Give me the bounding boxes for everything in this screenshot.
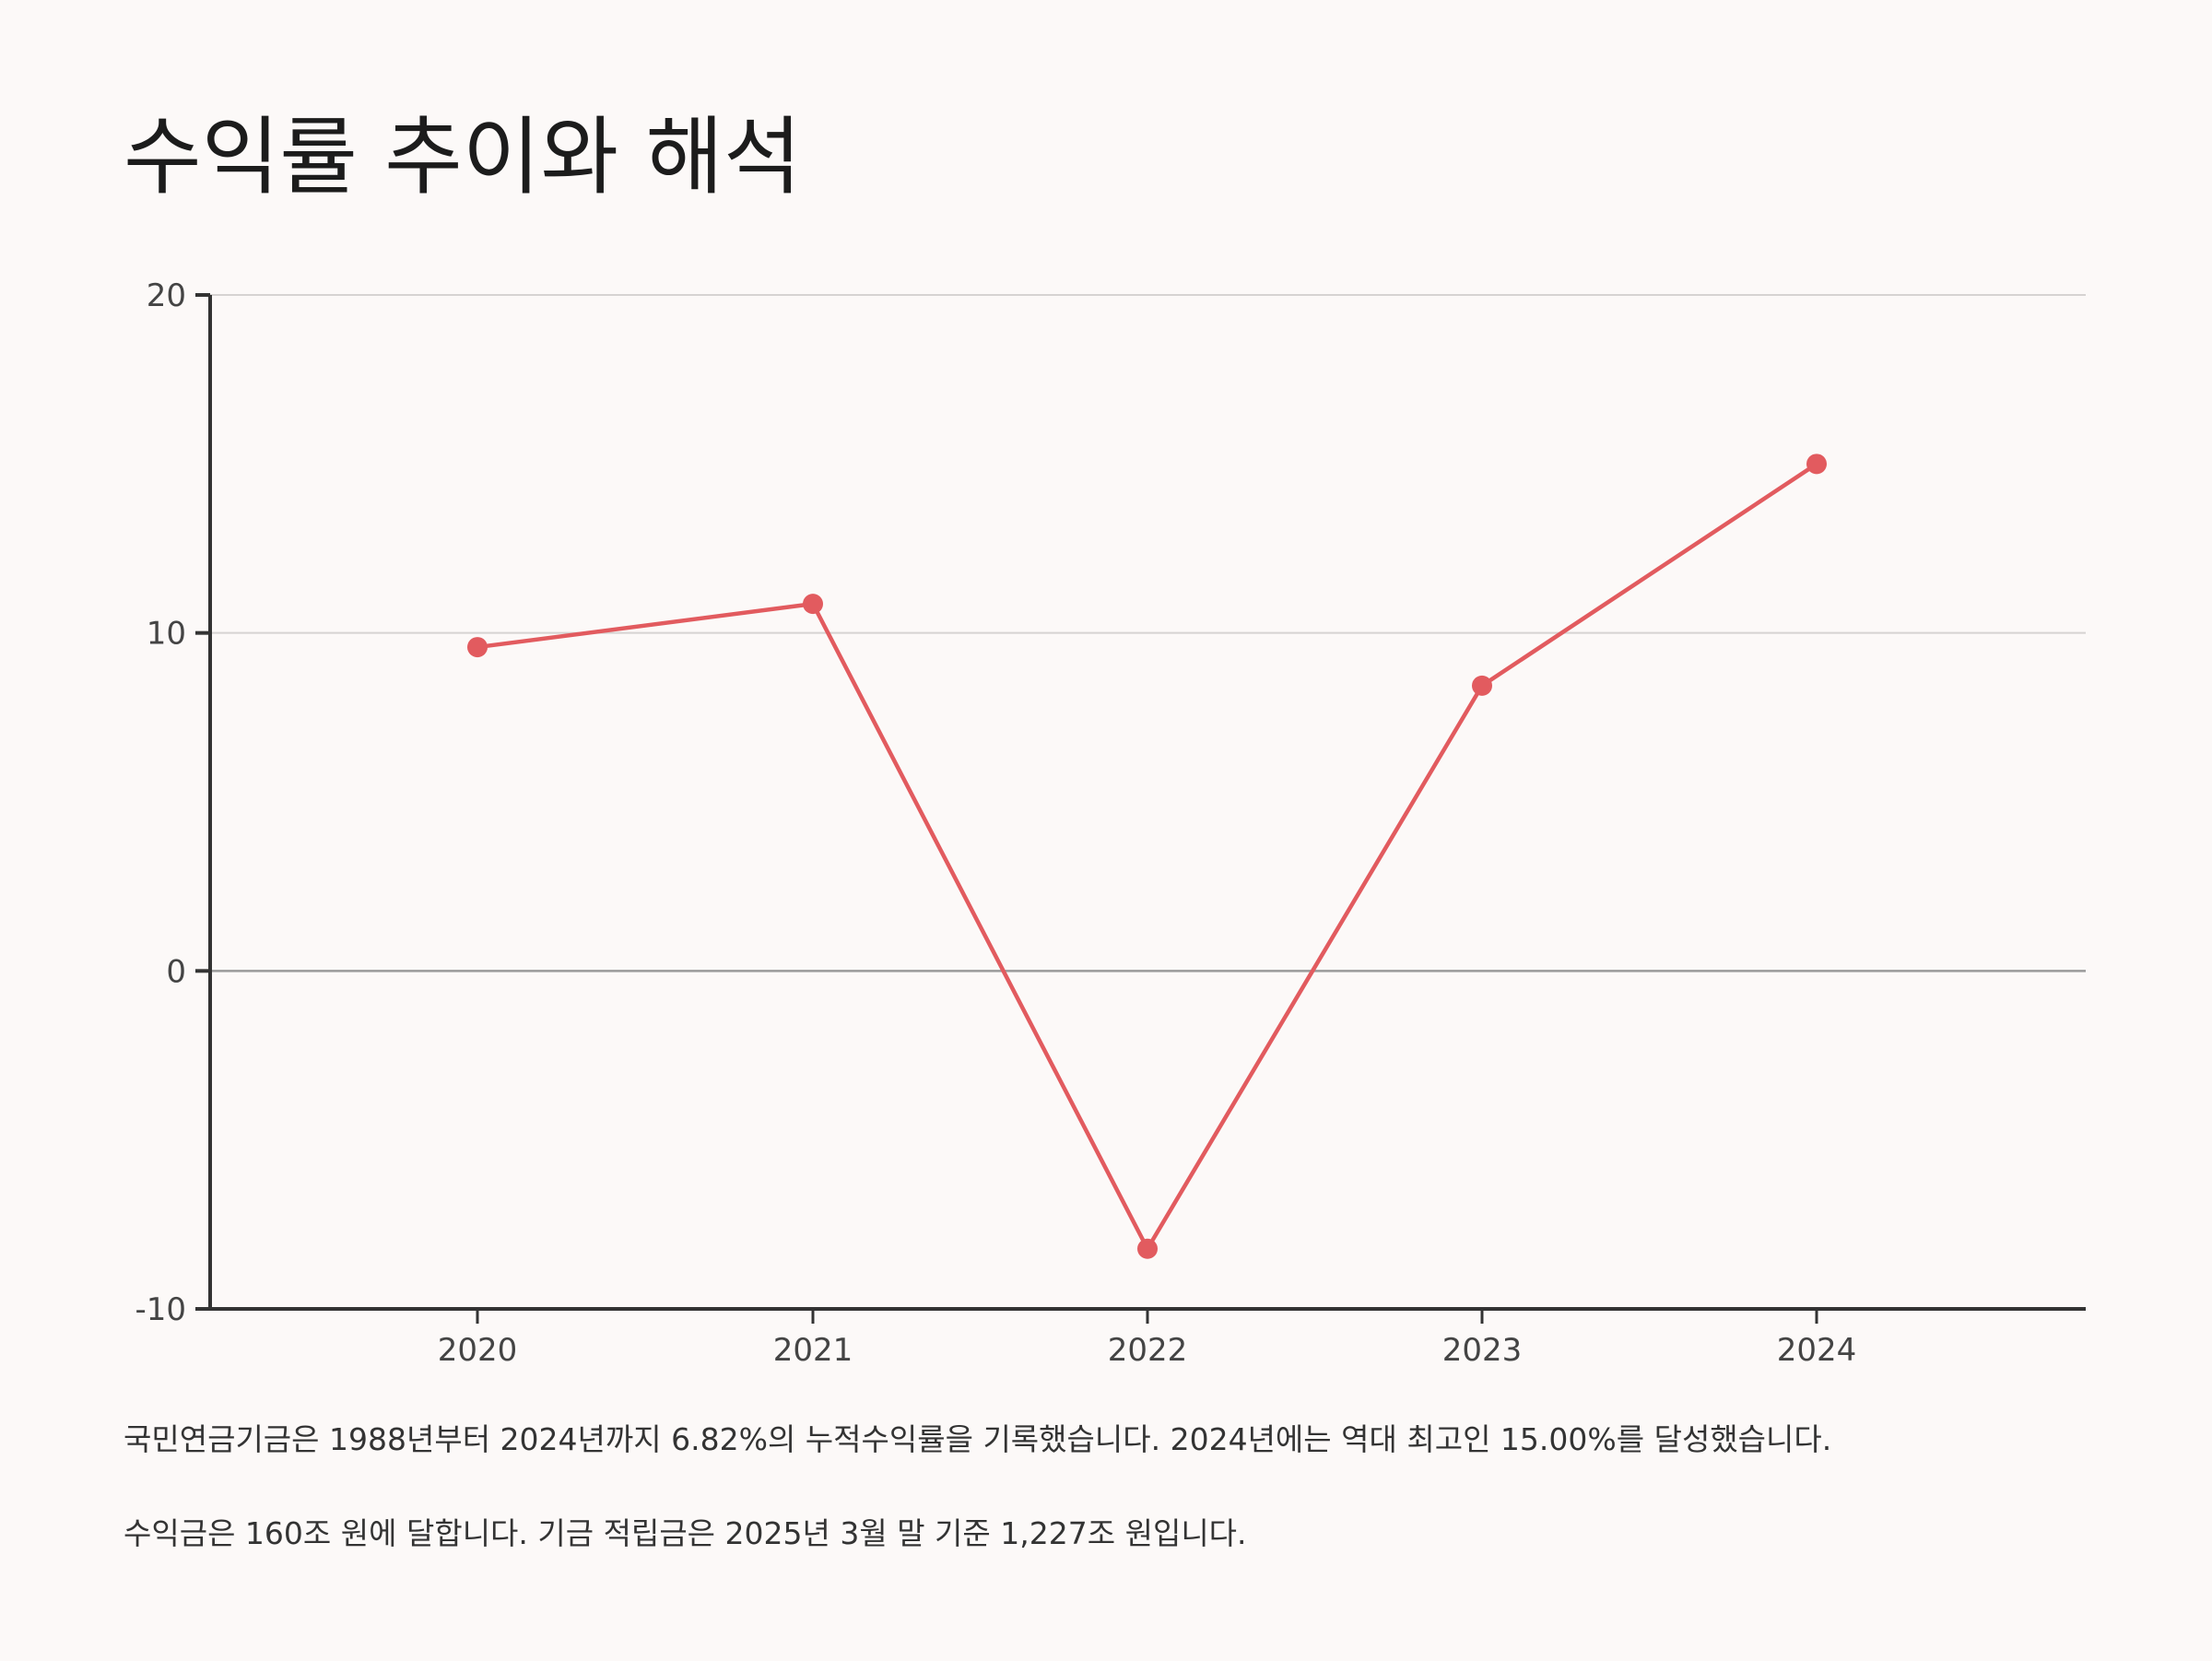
x-tick-label: 2024 xyxy=(1777,1332,1857,1369)
x-tick-label: 2023 xyxy=(1442,1332,1523,1369)
tick-labels: 20 10 0 -10 2020 2021 2022 2023 2024 xyxy=(135,277,1856,1369)
data-point-2021 xyxy=(803,594,823,615)
y-tick-label: -10 xyxy=(135,1291,186,1328)
x-tick-label: 2021 xyxy=(773,1332,853,1369)
x-tick-label: 2022 xyxy=(1108,1332,1188,1369)
x-tick-label: 2020 xyxy=(438,1332,518,1369)
y-tick-label: 20 xyxy=(147,277,186,314)
line-chart: 20 10 0 -10 2020 2021 2022 2023 2024 xyxy=(135,277,2086,1369)
y-tick-label: 10 xyxy=(147,616,186,653)
page-title: 수익률 추이와 해석 xyxy=(124,108,802,206)
data-point-2023 xyxy=(1472,675,1492,696)
axes xyxy=(208,295,2086,1311)
summary-paragraph-1: 국민연금기금은 1988년부터 2024년까지 6.82%의 누적수익률을 기록… xyxy=(124,1421,1832,1457)
series-line xyxy=(477,462,1818,1251)
series xyxy=(467,454,1827,1259)
y-tick-label: 0 xyxy=(166,953,186,990)
summary-paragraph-2: 수익금은 160조 원에 달합니다. 기금 적립금은 2025년 3월 말 기준… xyxy=(124,1515,1247,1551)
grid-lines xyxy=(210,294,2086,972)
data-point-2022 xyxy=(1137,1238,1158,1259)
data-point-2024 xyxy=(1806,454,1827,475)
data-point-2020 xyxy=(467,637,488,658)
